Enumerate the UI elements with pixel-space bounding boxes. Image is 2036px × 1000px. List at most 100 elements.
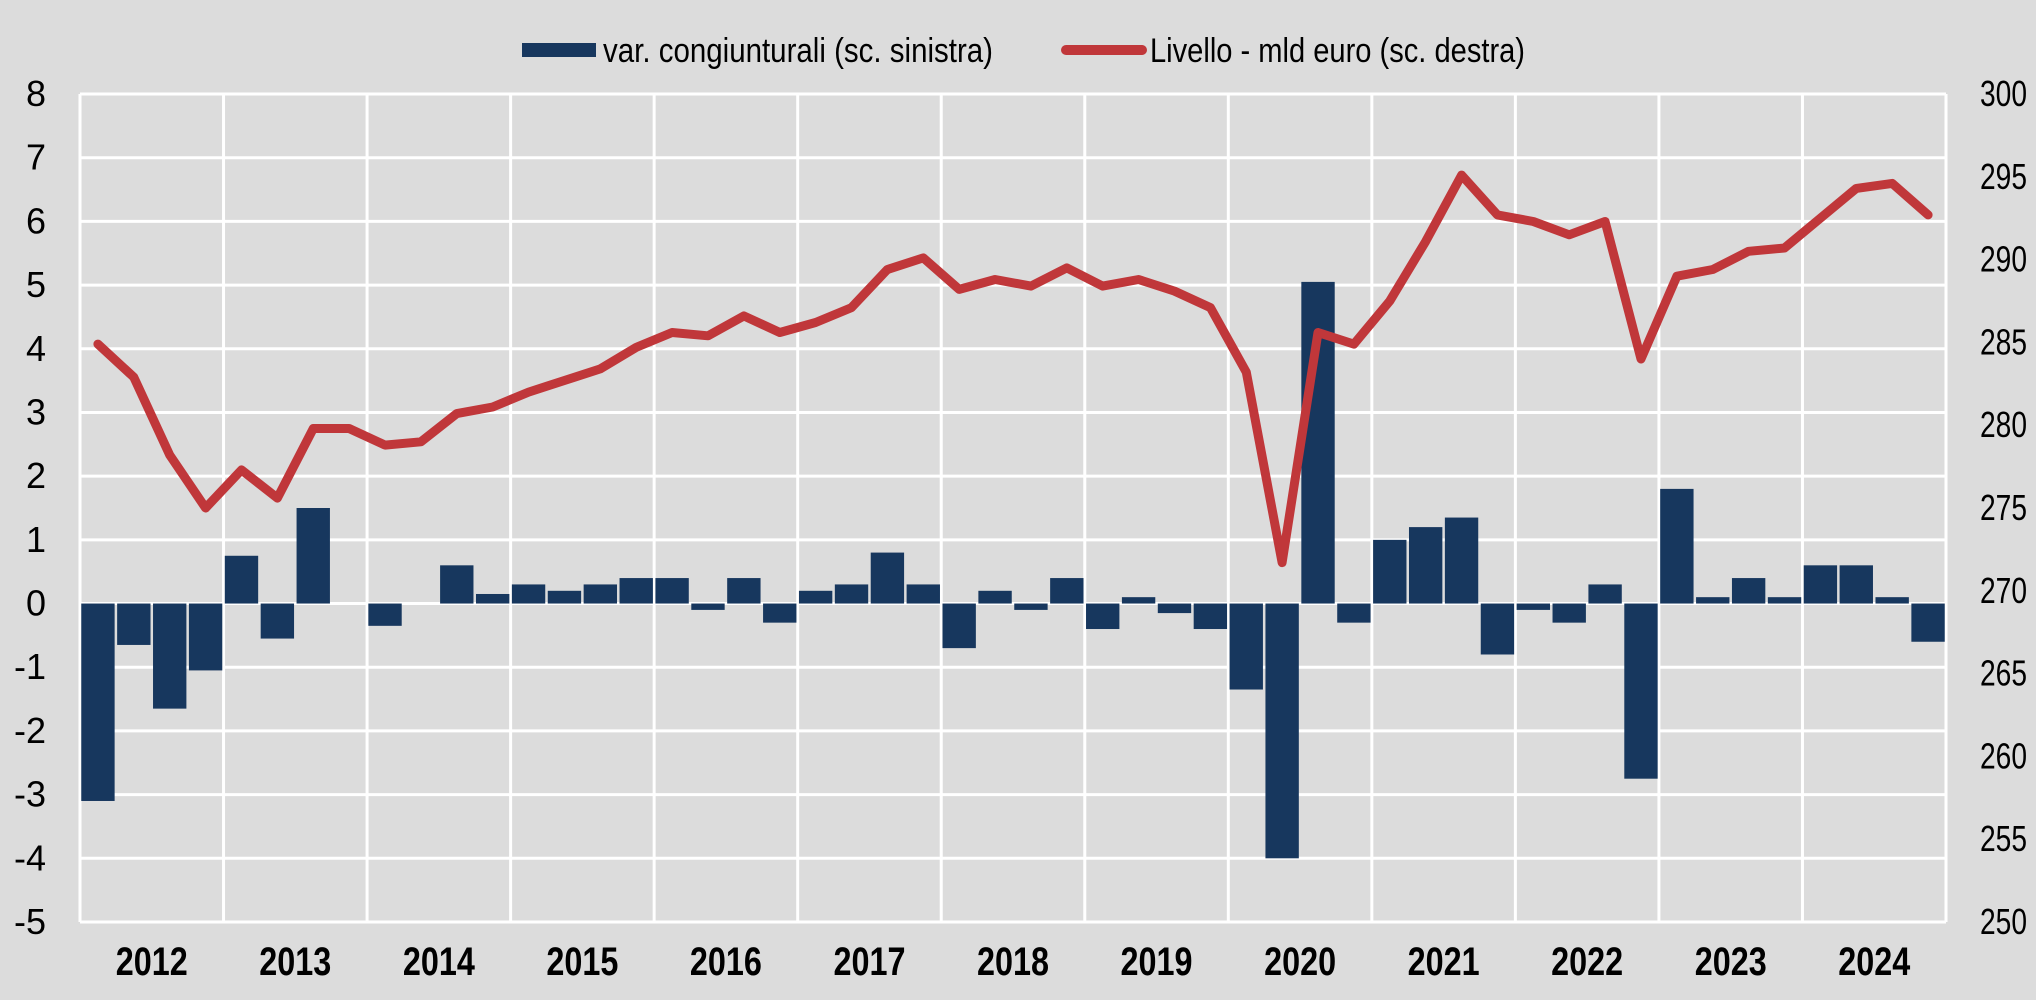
x-tick-label: 2024: [1838, 940, 1911, 984]
left-tick-label: -2: [14, 710, 46, 751]
bar: [475, 593, 510, 604]
line-series: [93, 170, 1933, 568]
bar: [870, 552, 905, 604]
x-tick-label: 2018: [977, 940, 1049, 984]
x-tick-label: 2015: [546, 940, 618, 984]
bar: [655, 578, 689, 604]
right-tick-label: 260: [1980, 735, 2027, 776]
bar: [511, 584, 546, 604]
bar: [1839, 565, 1873, 604]
right-tick-label: 285: [1980, 321, 2027, 362]
bar: [1050, 578, 1084, 604]
x-tick-label: 2023: [1695, 940, 1767, 984]
bar: [798, 590, 833, 604]
legend-bar-swatch: [522, 43, 596, 57]
bar: [296, 508, 330, 604]
x-tick-label: 2020: [1264, 940, 1336, 984]
left-tick-label: -1: [14, 646, 46, 687]
bar: [153, 603, 187, 709]
bar: [1731, 578, 1766, 604]
left-tick-label: 3: [26, 391, 46, 432]
bar: [763, 603, 797, 623]
left-tick-label: 2: [26, 455, 46, 496]
bar: [1193, 603, 1228, 630]
bar: [1121, 597, 1156, 604]
bar: [1265, 603, 1299, 859]
x-tick-label: 2014: [403, 940, 476, 984]
x-tick-label: 2012: [116, 940, 188, 984]
legend-item-line: Livello - mld euro (sc. destra): [1061, 32, 1525, 70]
bar: [834, 584, 869, 604]
x-tick-label: 2013: [259, 940, 331, 984]
left-tick-label: 4: [26, 328, 46, 369]
bar: [547, 590, 582, 604]
bar: [81, 603, 115, 801]
bar: [691, 603, 725, 610]
bar: [188, 603, 223, 671]
bar: [1516, 603, 1551, 610]
left-tick-label: 8: [26, 73, 46, 114]
left-tick-label: 6: [26, 200, 46, 241]
bar: [1157, 603, 1192, 614]
right-tick-label: 295: [1980, 156, 2027, 197]
left-tick-label: -5: [14, 901, 46, 942]
right-tick-label: 275: [1980, 487, 2027, 528]
legend-item-bars: var. congiunturali (sc. sinistra): [522, 32, 993, 70]
bar-series: [81, 281, 1945, 859]
left-tick-label: -3: [14, 774, 46, 815]
bar: [1696, 597, 1730, 604]
bar: [942, 603, 976, 649]
x-tick-label: 2016: [690, 940, 762, 984]
right-tick-label: 290: [1980, 239, 2027, 280]
left-tick-label: 5: [26, 264, 46, 305]
x-tick-label: 2021: [1408, 940, 1480, 984]
x-tick-label: 2017: [833, 940, 905, 984]
bar: [727, 578, 761, 604]
bar: [1086, 603, 1120, 630]
right-tick-label: 255: [1980, 818, 2027, 859]
bar: [1803, 565, 1838, 604]
right-tick-label: 265: [1980, 653, 2027, 694]
bar: [1767, 597, 1802, 604]
left-tick-label: -4: [14, 837, 46, 878]
bar: [1911, 603, 1945, 642]
x-axis: 2012 2013 2014 2015 2016 2017 2018 2019 2020 2021…: [116, 940, 1911, 984]
bar: [906, 584, 940, 604]
left-tick-label: 0: [26, 583, 46, 624]
bar: [1337, 603, 1371, 623]
bar: [1014, 603, 1048, 610]
right-tick-label: 250: [1980, 901, 2027, 942]
level-line: [93, 170, 1933, 568]
bar: [1552, 603, 1586, 623]
bar: [1408, 527, 1443, 604]
gridlines: [78, 92, 1948, 924]
bar: [368, 603, 402, 626]
bar: [1660, 488, 1694, 604]
legend-bar-label: var. congiunturali (sc. sinistra): [603, 32, 993, 70]
bar: [1875, 597, 1909, 604]
bar: [1444, 517, 1479, 604]
bar: [440, 565, 474, 604]
bar: [1480, 603, 1515, 655]
bar: [117, 603, 151, 645]
right-tick-label: 300: [1980, 73, 2027, 114]
bar: [1588, 584, 1622, 604]
bar: [224, 555, 259, 604]
bar: [978, 590, 1012, 604]
left-axis: 8 7 6 5 4 3 2 1 0 -1 -2 -3 -4 -5: [14, 73, 46, 942]
left-tick-label: 7: [26, 137, 46, 178]
bar: [619, 578, 653, 604]
right-tick-label: 270: [1980, 570, 2027, 611]
bar: [583, 584, 618, 604]
x-tick-label: 2022: [1551, 940, 1623, 984]
right-axis: 300 295 290 285 280 275 270 265 260 255 250: [1980, 73, 2027, 942]
right-tick-label: 280: [1980, 404, 2027, 445]
legend: var. congiunturali (sc. sinistra) Livell…: [522, 32, 1525, 70]
bar: [1373, 539, 1407, 604]
left-tick-label: 1: [26, 519, 46, 560]
bar: [1229, 603, 1263, 690]
legend-line-label: Livello - mld euro (sc. destra): [1150, 32, 1525, 70]
